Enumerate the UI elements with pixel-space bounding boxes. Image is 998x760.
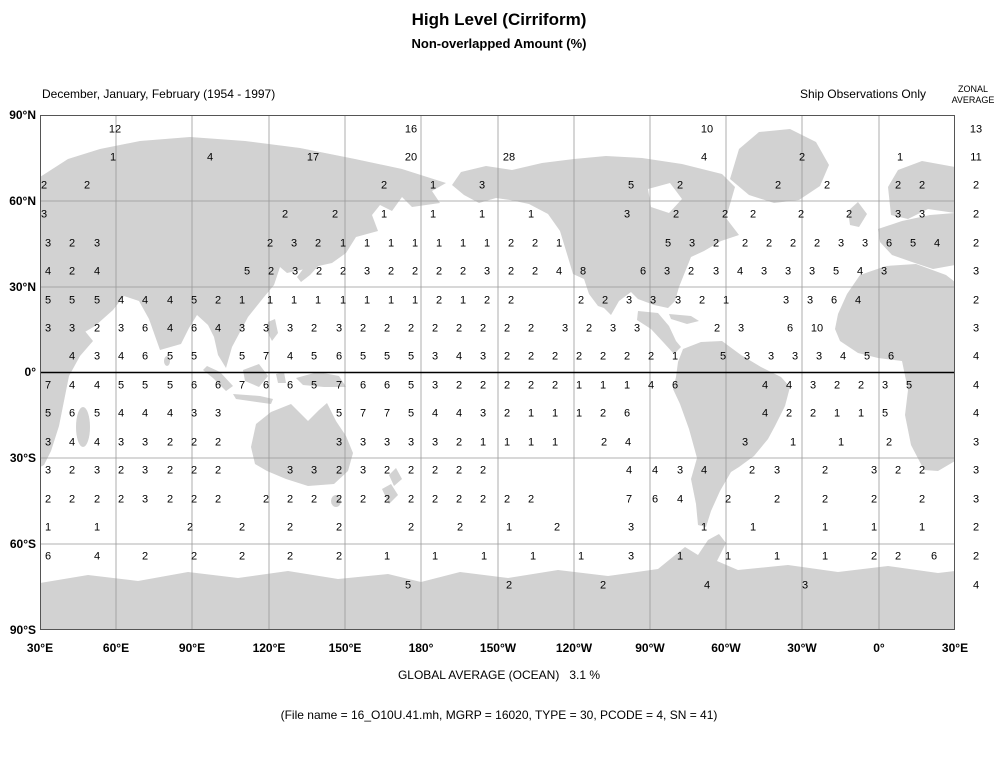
lon-tick-label: 180° bbox=[408, 641, 434, 655]
zonal-average-value: 2 bbox=[972, 237, 980, 250]
global-average-label: GLOBAL AVERAGE (OCEAN) 3.1 % bbox=[397, 668, 601, 682]
lat-tick-label: 90°S bbox=[9, 623, 36, 637]
lon-tick-label: 150°E bbox=[328, 641, 362, 655]
zonal-average-value: 3 bbox=[972, 322, 980, 335]
zonal-header-line1: ZONAL bbox=[957, 84, 988, 94]
landmass-tasmania bbox=[331, 495, 341, 507]
landmass-borneo bbox=[243, 364, 268, 387]
lon-tick-label: 120°E bbox=[252, 641, 286, 655]
zonal-average-value: 3 bbox=[972, 464, 980, 477]
landmass-sulawesi bbox=[276, 372, 286, 383]
zonal-average-value: 2 bbox=[972, 521, 980, 534]
landmass-japan bbox=[297, 242, 326, 282]
world-map bbox=[40, 115, 955, 630]
landmass-new-zealand-north bbox=[389, 468, 402, 486]
lon-tick-label: 150°W bbox=[479, 641, 517, 655]
zonal-average-value: 3 bbox=[972, 493, 980, 506]
landmass-novaya-zemlya bbox=[108, 151, 130, 177]
lat-tick-label: 30°N bbox=[9, 280, 36, 294]
zonal-average-value: 3 bbox=[972, 265, 980, 278]
landmass-australia bbox=[251, 403, 353, 486]
landmass-central-america bbox=[637, 311, 681, 354]
zonal-average-value: 4 bbox=[972, 407, 980, 420]
lon-tick-label: 30°E bbox=[941, 641, 969, 655]
landmass-java bbox=[233, 394, 273, 404]
page-subtitle: Non-overlapped Amount (%) bbox=[411, 36, 587, 51]
lon-tick-label: 30°W bbox=[787, 641, 817, 655]
lon-tick-label: 60°E bbox=[102, 641, 130, 655]
lat-tick-label: 30°S bbox=[9, 451, 36, 465]
ship-observations-label: Ship Observations Only bbox=[799, 87, 926, 101]
map-frame bbox=[40, 115, 955, 630]
landmasses bbox=[40, 129, 955, 630]
lon-tick-label: 60°W bbox=[711, 641, 741, 655]
zonal-average-value: 4 bbox=[972, 579, 980, 592]
zonal-average-value: 2 bbox=[972, 208, 980, 221]
lon-tick-label: 0° bbox=[873, 641, 885, 655]
lon-tick-label: 90°E bbox=[178, 641, 206, 655]
zonal-header-line2: AVERAGE bbox=[951, 95, 995, 105]
landmass-new-zealand-south bbox=[382, 484, 398, 504]
lat-tick-label: 0° bbox=[24, 365, 36, 379]
lon-tick-label: 90°W bbox=[635, 641, 665, 655]
landmass-cuba bbox=[669, 314, 699, 324]
zonal-average-value: 11 bbox=[970, 151, 982, 164]
zonal-average-value: 2 bbox=[972, 294, 980, 307]
lon-tick-label: 30°E bbox=[26, 641, 54, 655]
landmass-philippines bbox=[267, 319, 278, 341]
season-label: December, January, February (1954 - 1997… bbox=[42, 87, 276, 101]
landmass-sumatra bbox=[203, 366, 233, 391]
lat-tick-label: 60°N bbox=[9, 194, 36, 208]
file-info-label: (File name = 16_O10U.41.mh, MGRP = 16020… bbox=[280, 708, 718, 722]
lon-tick-label: 120°W bbox=[555, 641, 593, 655]
zonal-average-value: 4 bbox=[972, 350, 980, 363]
zonal-average-value: 2 bbox=[972, 179, 980, 192]
landmass-antarctica bbox=[40, 534, 955, 630]
landmass-scandinavia bbox=[888, 161, 955, 219]
hudson-bay bbox=[648, 183, 682, 213]
landmass-europe bbox=[878, 213, 955, 269]
landmass-north-america bbox=[452, 156, 739, 315]
landmass-madagascar bbox=[76, 407, 90, 447]
landmass-africa-east bbox=[40, 283, 93, 467]
zonal-average-value: 13 bbox=[969, 123, 983, 136]
lat-tick-label: 60°S bbox=[9, 537, 36, 551]
page-title: High Level (Cirriform) bbox=[411, 10, 587, 29]
zonal-average-header: ZONAL AVERAGE bbox=[949, 84, 997, 106]
landmass-africa-west bbox=[835, 264, 955, 471]
zonal-average-value: 4 bbox=[972, 379, 980, 392]
landmass-eurasia bbox=[40, 137, 446, 368]
landmass-new-guinea bbox=[296, 372, 346, 387]
landmass-sri-lanka bbox=[164, 356, 170, 366]
landmass-south-america bbox=[673, 341, 790, 527]
zonal-average-value: 3 bbox=[972, 436, 980, 449]
landmass-greenland bbox=[730, 129, 829, 203]
lat-tick-label: 90°N bbox=[9, 108, 36, 122]
landmass-british-isles bbox=[848, 202, 867, 227]
zonal-average-value: 2 bbox=[972, 550, 980, 563]
